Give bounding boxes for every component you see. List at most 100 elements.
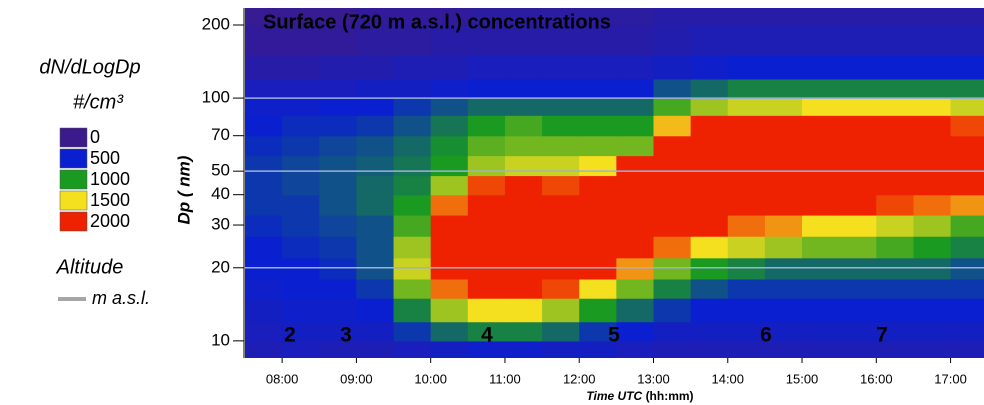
heat-cell [802,25,840,56]
heat-cell [616,236,655,259]
heat-cell [356,155,395,177]
heat-cell [430,55,469,80]
heat-cell [467,194,506,216]
heat-cell [504,214,543,237]
heat-cell [727,257,766,280]
heat-cell [282,214,320,237]
heat-cell [319,155,358,177]
heat-cell [802,8,840,26]
heat-cell [356,340,395,358]
heat-cell [839,236,877,259]
heat-cell [913,214,952,237]
heat-cell [839,175,877,196]
heat-cell [950,340,984,358]
heat-cell [913,135,952,157]
heat-cell [950,236,984,259]
heat-cell [839,194,877,216]
heat-cell [579,340,617,358]
heat-cell [690,257,729,280]
heat-cell [504,115,543,137]
heat-cell [950,115,984,137]
heat-cell [876,155,915,177]
heat-cell [319,135,358,157]
heat-cell [802,155,840,177]
y-tick-label: 200 [202,14,230,33]
heat-cell [393,257,432,280]
heat-cell [245,55,283,80]
heat-cell [876,340,915,358]
heat-cell [913,155,952,177]
heat-cell [430,8,469,26]
heat-cell [616,98,655,116]
legend-label: 500 [90,148,120,168]
heat-cell [690,115,729,137]
annotation: 5 [608,324,620,347]
x-tick-label: 12:00 [563,371,596,386]
x-tick-label: 15:00 [786,371,819,386]
heat-cell [319,321,358,342]
heat-cell [653,78,692,99]
legend-swatch [59,127,88,148]
heat-cell [913,25,952,56]
heat-cell [467,78,506,99]
heat-cell [802,135,840,157]
heat-cell [764,8,803,26]
heat-cell [467,115,506,137]
heat-cell [764,175,803,196]
heat-cell [950,55,984,80]
y-axis-label: Dp ( nm) [174,155,193,224]
heat-cell [504,8,543,26]
heat-cell [764,278,803,299]
heat-cell [282,155,320,177]
annotation: 7 [876,324,888,347]
heat-cell [690,214,729,237]
heat-cell [950,175,984,196]
heat-cell [690,25,729,56]
heat-cell [393,194,432,216]
heat-cell [876,78,915,99]
heat-cell [319,236,358,259]
heat-cell [950,214,984,237]
heat-cell [653,340,692,358]
heat-cell [727,98,766,116]
heat-cell [282,25,320,56]
heat-cell [504,278,543,299]
x-axis-label: Time UTC (hh:mm) [586,389,693,403]
y-tick-label: 20 [211,257,230,276]
heat-cell [802,236,840,259]
heat-cell [282,257,320,280]
heat-cell [802,98,840,116]
heat-cell [542,214,580,237]
heat-cell [616,214,655,237]
heat-cell [690,340,729,358]
heat-cell [430,340,469,358]
heat-cell [393,135,432,157]
heat-cell [393,236,432,259]
heat-cell [319,194,358,216]
heat-cell [839,98,877,116]
altitude-label: Altitude [56,256,124,278]
heat-cell [542,257,580,280]
heat-cell [913,55,952,80]
legend-swatch [59,211,88,232]
heat-cell [839,155,877,177]
heat-cell [282,298,320,323]
heat-cell [245,8,283,26]
heat-cell [690,278,729,299]
legend-unit: #/cm³ [73,91,124,113]
heat-cell [616,340,655,358]
heat-cell [579,194,617,216]
heat-cell [282,236,320,259]
heat-cell [653,236,692,259]
heat-cell [356,214,395,237]
heat-cell [690,135,729,157]
heat-cell [839,278,877,299]
heat-cell [764,321,803,342]
heat-cell [690,155,729,177]
heat-cell [579,298,617,323]
heat-cell [764,194,803,216]
heat-cell [467,98,506,116]
heat-cell [839,321,877,342]
heat-cell [764,214,803,237]
heat-cell [839,78,877,99]
